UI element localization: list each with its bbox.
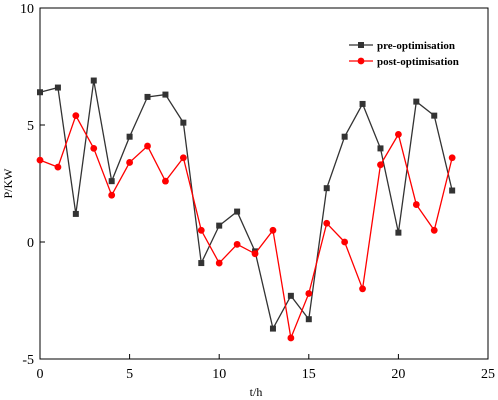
data-point: [72, 112, 80, 120]
data-point: [215, 259, 223, 267]
series-0: [37, 77, 456, 332]
data-point: [90, 77, 97, 84]
data-point: [198, 260, 205, 267]
data-point: [412, 201, 420, 208]
data-point: [126, 133, 133, 140]
data-point: [144, 93, 151, 100]
data-point: [413, 98, 420, 105]
series-line: [39, 114, 453, 341]
chart-legend: pre-optimisation post-optimisation: [349, 40, 459, 68]
data-point: [90, 145, 98, 152]
x-tick-label: 10: [212, 367, 226, 382]
data-point: [37, 89, 43, 96]
legend-swatch-marker: [358, 42, 364, 48]
data-point: [269, 325, 276, 332]
data-point: [377, 161, 384, 169]
x-tick-label: 20: [391, 367, 405, 382]
plot-frame: [39, 7, 489, 360]
data-point: [359, 285, 366, 293]
series-line: [39, 80, 453, 331]
data-point: [395, 130, 402, 138]
data-point: [54, 84, 61, 91]
data-point: [323, 185, 330, 192]
y-tick-label: 5: [27, 119, 34, 134]
data-point: [36, 156, 44, 164]
data-point: [162, 177, 169, 185]
chart-axes: [39, 7, 489, 360]
data-point: [287, 292, 294, 299]
legend-label: pre-optimisation: [377, 40, 455, 52]
chart-series-layer: [36, 77, 456, 342]
data-point: [251, 250, 259, 258]
data-point: [305, 290, 313, 297]
y-tick-label: 0: [27, 236, 34, 251]
data-point: [395, 229, 402, 236]
legend-label: post-optimisation: [377, 56, 459, 68]
x-tick-label: 15: [302, 367, 316, 382]
data-point: [359, 100, 366, 107]
y-tick-label: -5: [22, 353, 34, 368]
legend-item: pre-optimisation: [349, 40, 455, 52]
data-point: [144, 142, 151, 150]
x-tick-label: 5: [126, 367, 133, 382]
data-point: [216, 222, 223, 229]
data-point: [234, 208, 241, 215]
x-tick-label: 0: [37, 367, 44, 382]
data-point: [233, 240, 241, 248]
series-1: [36, 112, 456, 342]
data-point: [162, 91, 169, 98]
legend-swatch-marker: [357, 57, 365, 65]
data-point: [197, 226, 205, 234]
legend-item: post-optimisation: [349, 56, 459, 68]
data-point: [269, 226, 277, 234]
data-point: [377, 145, 384, 152]
data-point: [108, 191, 116, 199]
data-point: [431, 112, 438, 119]
data-point: [449, 187, 456, 194]
x-tick-label: 25: [481, 367, 495, 382]
x-axis-title: t/h: [250, 385, 263, 399]
data-point: [287, 334, 295, 342]
data-point: [305, 316, 312, 323]
data-point: [108, 178, 115, 185]
y-axis-title: P/KW: [1, 168, 15, 199]
data-point: [72, 210, 79, 217]
data-point: [341, 133, 348, 140]
data-point: [180, 119, 187, 126]
data-point: [323, 219, 331, 227]
data-point: [54, 163, 62, 171]
y-tick-label: 10: [20, 2, 34, 17]
data-point: [179, 154, 187, 162]
data-point: [430, 226, 438, 234]
data-point: [126, 159, 133, 166]
data-point: [341, 238, 349, 246]
data-point: [448, 154, 456, 162]
